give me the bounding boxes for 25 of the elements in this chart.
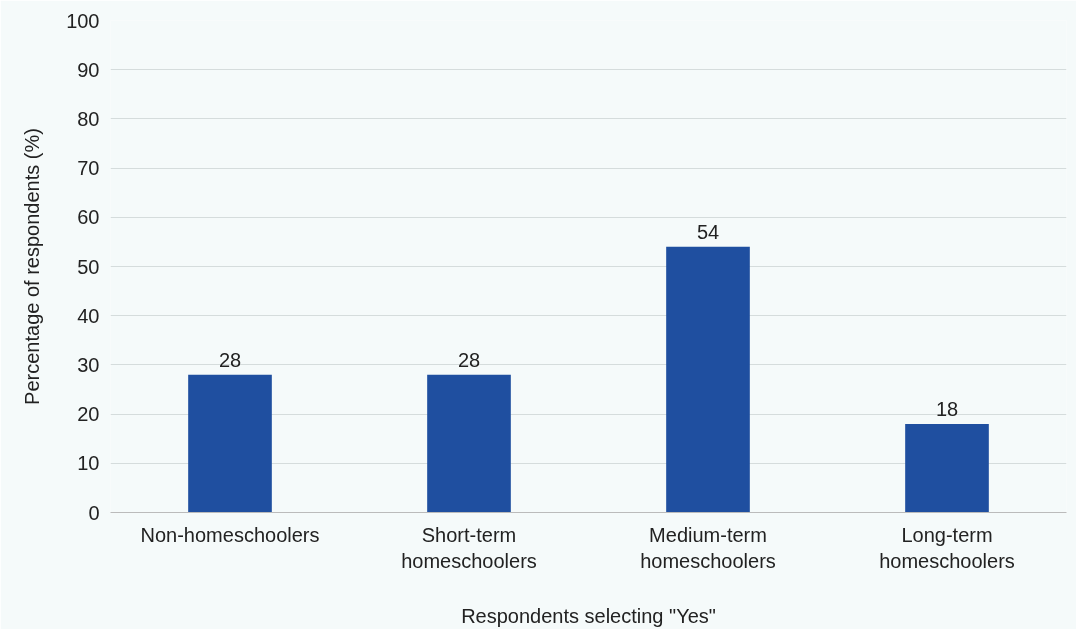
y-tick-label: 0 (88, 501, 100, 524)
data-label: 54 (696, 220, 720, 243)
y-tick-label: 90 (77, 58, 100, 81)
bar (427, 374, 511, 513)
bar (188, 374, 272, 513)
y-tick-label: 10 (77, 452, 100, 475)
y-tick-label: 60 (77, 206, 100, 229)
bar (666, 246, 750, 513)
y-tick-label: 80 (77, 107, 100, 130)
x-tick-label: Medium-term homeschoolers (640, 523, 776, 572)
y-tick-label: 70 (77, 157, 100, 180)
data-label: 28 (218, 348, 242, 371)
y-tick-label: 20 (77, 403, 100, 426)
data-label: 18 (935, 397, 959, 420)
bar (905, 423, 989, 513)
x-tick-label: Short-term homeschoolers (401, 523, 537, 572)
y-tick-label: 50 (77, 255, 100, 278)
y-axis-title: Percentage of respondents (%) (21, 128, 44, 405)
y-tick-label: 30 (77, 353, 100, 376)
data-label: 28 (457, 348, 481, 371)
x-tick-label: Non-homeschoolers (140, 523, 320, 546)
y-tick-label: 100 (66, 9, 100, 32)
x-axis-title: Respondents selecting "Yes" (461, 604, 716, 627)
y-tick-label: 40 (77, 304, 100, 327)
x-tick-label: Long-term homeschoolers (879, 523, 1015, 572)
